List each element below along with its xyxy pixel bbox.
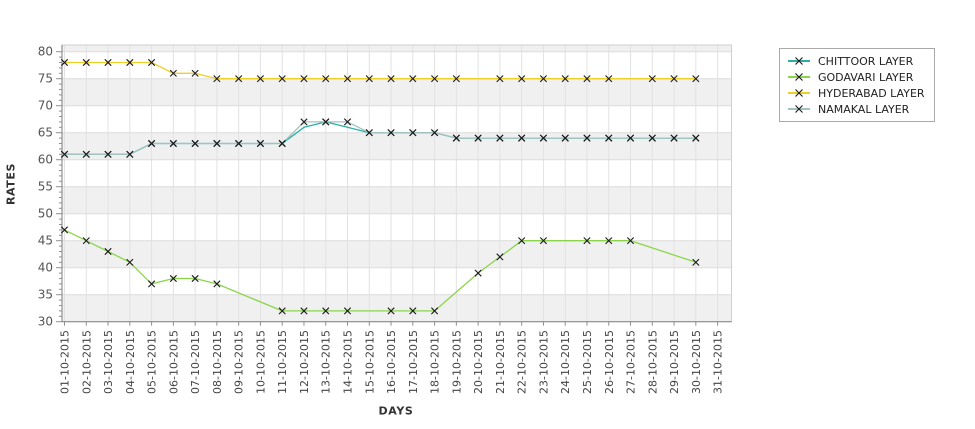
series-line-namakal-layer bbox=[64, 121, 696, 155]
svg-text:22-10-2015: 22-10-2015 bbox=[516, 330, 529, 394]
svg-text:50: 50 bbox=[38, 207, 53, 221]
legend-label: GODAVARI LAYER bbox=[818, 70, 914, 84]
svg-text:18-10-2015: 18-10-2015 bbox=[429, 330, 442, 394]
svg-text:07-10-2015: 07-10-2015 bbox=[189, 330, 202, 394]
series-swatch-icon bbox=[788, 73, 810, 81]
legend-label: NAMAKAL LAYER bbox=[818, 102, 910, 116]
svg-text:24-10-2015: 24-10-2015 bbox=[559, 330, 572, 394]
svg-text:55: 55 bbox=[38, 180, 53, 194]
series-line-hyderabad-layer bbox=[64, 61, 696, 80]
series-markers-namakal-layer bbox=[60, 118, 700, 158]
svg-text:40: 40 bbox=[38, 261, 53, 275]
svg-text:17-10-2015: 17-10-2015 bbox=[407, 330, 420, 394]
svg-text:80: 80 bbox=[38, 45, 53, 59]
svg-text:09-10-2015: 09-10-2015 bbox=[233, 330, 246, 394]
legend-item-godavari-layer: GODAVARI LAYER bbox=[787, 70, 925, 84]
series-swatch-icon bbox=[788, 105, 810, 113]
svg-text:26-10-2015: 26-10-2015 bbox=[603, 330, 616, 394]
y-tick-labels: 30 35 40 45 50 55 60 65 70 75 80 bbox=[38, 45, 53, 329]
svg-text:29-10-2015: 29-10-2015 bbox=[668, 330, 681, 394]
svg-text:23-10-2015: 23-10-2015 bbox=[537, 330, 550, 394]
legend-item-hyderabad-layer: HYDERABAD LAYER bbox=[787, 86, 925, 100]
svg-text:15-10-2015: 15-10-2015 bbox=[363, 330, 376, 394]
svg-text:30: 30 bbox=[38, 315, 53, 329]
svg-text:08-10-2015: 08-10-2015 bbox=[211, 330, 224, 394]
svg-text:13-10-2015: 13-10-2015 bbox=[320, 330, 333, 394]
svg-text:25-10-2015: 25-10-2015 bbox=[581, 330, 594, 394]
svg-text:28-10-2015: 28-10-2015 bbox=[646, 330, 659, 394]
svg-text:01-10-2015: 01-10-2015 bbox=[59, 330, 72, 394]
series-swatch-icon bbox=[788, 89, 810, 97]
series-markers-godavari-layer bbox=[60, 226, 700, 315]
series-swatch-icon bbox=[788, 57, 810, 65]
svg-text:65: 65 bbox=[38, 126, 53, 140]
plot-bands bbox=[62, 45, 732, 322]
svg-text:70: 70 bbox=[38, 99, 53, 113]
series-markers-hyderabad-layer bbox=[60, 58, 700, 83]
grid-vertical bbox=[64, 45, 719, 322]
svg-text:35: 35 bbox=[38, 288, 53, 302]
svg-text:06-10-2015: 06-10-2015 bbox=[167, 330, 180, 394]
x-axis-title: DAYS bbox=[378, 404, 414, 418]
legend-item-namakal-layer: NAMAKAL LAYER bbox=[787, 102, 925, 116]
x-tick-labels: 01-10-2015 02-10-2015 03-10-2015 04-10-2015… bbox=[59, 330, 725, 394]
legend: CHITTOOR LAYER GODAVARI LAYER HYDERABAD LA… bbox=[779, 48, 935, 122]
svg-text:16-10-2015: 16-10-2015 bbox=[385, 330, 398, 394]
svg-text:27-10-2015: 27-10-2015 bbox=[625, 330, 638, 394]
svg-text:05-10-2015: 05-10-2015 bbox=[146, 330, 159, 394]
legend-item-chittoor-layer: CHITTOOR LAYER bbox=[787, 54, 925, 68]
svg-text:12-10-2015: 12-10-2015 bbox=[298, 330, 311, 394]
svg-text:14-10-2015: 14-10-2015 bbox=[342, 330, 355, 394]
svg-text:19-10-2015: 19-10-2015 bbox=[450, 330, 463, 394]
svg-text:02-10-2015: 02-10-2015 bbox=[80, 330, 93, 394]
svg-text:11-10-2015: 11-10-2015 bbox=[276, 330, 289, 394]
svg-text:30-10-2015: 30-10-2015 bbox=[690, 330, 703, 394]
svg-text:10-10-2015: 10-10-2015 bbox=[254, 330, 267, 394]
svg-text:60: 60 bbox=[38, 153, 53, 167]
svg-text:04-10-2015: 04-10-2015 bbox=[124, 330, 137, 394]
svg-text:31-10-2015: 31-10-2015 bbox=[712, 330, 725, 394]
svg-text:21-10-2015: 21-10-2015 bbox=[494, 330, 507, 394]
svg-text:20-10-2015: 20-10-2015 bbox=[472, 330, 485, 394]
legend-label: HYDERABAD LAYER bbox=[818, 86, 925, 100]
svg-text:75: 75 bbox=[38, 72, 53, 86]
axis-ticks bbox=[56, 51, 719, 326]
svg-text:03-10-2015: 03-10-2015 bbox=[102, 330, 115, 394]
y-axis-title: RATES bbox=[4, 162, 18, 206]
legend-label: CHITTOOR LAYER bbox=[818, 54, 914, 68]
svg-text:45: 45 bbox=[38, 234, 53, 248]
